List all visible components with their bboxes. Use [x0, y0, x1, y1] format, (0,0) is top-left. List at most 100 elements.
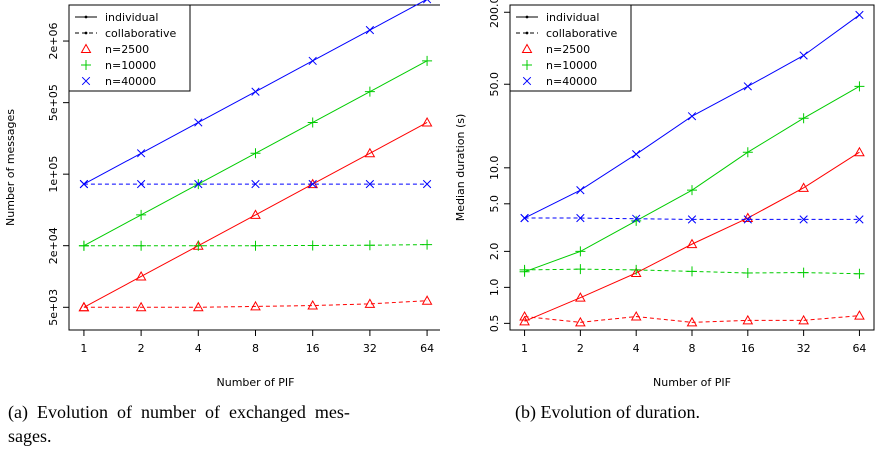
chart2-point-n40000-collaborative [687, 215, 697, 224]
chart2-point-n40000-individual [743, 82, 752, 91]
chart1-point-n10000-individual [307, 117, 318, 128]
chart1-legend-label: n=2500 [105, 43, 149, 56]
chart2-point-n40000-collaborative [576, 213, 585, 223]
chart1-legend-box [68, 4, 191, 92]
chart1-point-n2500-collaborative [135, 301, 147, 312]
chart1-y-tick-label: 5e+03 [47, 289, 60, 326]
chart1-point-n40000-individual [422, 0, 432, 4]
chart2-series-n2500-individual [524, 151, 860, 322]
chart2-x-tick-label: 32 [797, 342, 811, 355]
chart2-y-tick-label: 5.0 [488, 195, 501, 213]
chart1-point-n2500-collaborative [421, 295, 433, 305]
chart1-y-tick-label: 5e+05 [47, 84, 60, 121]
chart2-x-tick-label: 1 [521, 342, 528, 355]
chart1-y-tick-label: 2e+04 [47, 227, 60, 264]
chart2-legend: individual collaborative n=2500 n=10000 n=40… [509, 4, 632, 92]
chart1-legend-label: n=40000 [105, 75, 156, 88]
chart2-legend-box [509, 4, 632, 92]
chart1-point-n40000-collaborative [365, 179, 375, 189]
chart1-point-n40000-individual [365, 25, 375, 35]
chart2-legend-solid-dot [525, 15, 529, 19]
chart1-point-n40000-individual [194, 118, 203, 127]
chart2-point-n40000-individual [632, 150, 641, 159]
chart1-point-n40000-collaborative [251, 179, 260, 189]
chart1-y-tick-label: 1e+05 [47, 156, 60, 193]
chart1-point-n10000-collaborative [136, 240, 147, 251]
chart2-point-n10000-collaborative [687, 266, 697, 277]
chart-messages: 1 2 4 8 16 32 64 5e+03 2e+04 1e+05 5e+05 2e+06 Numbe… [4, 0, 440, 389]
chart1-legend-marker-n40000 [81, 76, 91, 86]
chart2-point-n10000-individual [798, 113, 809, 124]
chart2-point-n2500-individual [798, 182, 809, 192]
chart1-x-tick-label: 1 [80, 342, 87, 355]
chart1-point-n40000-collaborative [194, 179, 203, 189]
chart2-point-n2500-collaborative [575, 316, 586, 327]
chart2-y-tick-label: 1.0 [488, 279, 501, 297]
chart1-legend-marker-n10000 [81, 60, 91, 70]
chart2-point-n10000-individual [687, 185, 697, 196]
chart2-point-n40000-collaborative [799, 215, 808, 224]
chart2-y-axis-title: Median duration (s) [454, 114, 467, 222]
chart2-legend-label: n=10000 [546, 59, 597, 72]
chart1-point-n2500-individual [421, 116, 433, 127]
chart2-point-n10000-individual [742, 147, 753, 158]
chart2-series-n2500-collaborative [524, 315, 860, 323]
chart1-point-n2500-collaborative [307, 300, 319, 310]
chart1-point-n10000-collaborative [250, 240, 261, 251]
chart2-point-n2500-individual [854, 146, 865, 157]
chart2-point-n10000-individual [631, 215, 642, 226]
chart2-point-n40000-individual [799, 51, 808, 60]
chart2-point-n2500-individual [575, 292, 586, 302]
chart2-point-n40000-individual [687, 112, 697, 121]
chart1-x-tick-label: 32 [363, 342, 377, 355]
chart2-point-n2500-individual [686, 238, 698, 249]
chart1-point-n10000-collaborative [193, 240, 204, 251]
caption-a-line1: (a) Evolution of number of exchanged mes… [8, 402, 350, 422]
chart1-x-tick-label: 2 [138, 342, 145, 355]
chart2-point-n10000-individual [575, 246, 586, 257]
chart2-point-n10000-individual [854, 81, 865, 92]
chart1-point-n10000-individual [250, 148, 261, 159]
chart1-y-tick-label: 2e+06 [47, 23, 60, 60]
chart2-y-tick-label: 50.0 [488, 72, 501, 97]
chart1-series-n2500-individual [83, 122, 428, 308]
chart2-point-n10000-collaborative [631, 264, 642, 275]
chart2-x-tick-label: 16 [741, 342, 755, 355]
chart2-point-n2500-collaborative [742, 314, 754, 325]
chart2-legend-label: collaborative [546, 27, 617, 40]
chart1-x-tick-label: 64 [420, 342, 434, 355]
chart2-x-tick-label: 64 [852, 342, 866, 355]
chart2-legend-marker-n2500 [521, 43, 533, 53]
chart2-point-n40000-individual [576, 186, 585, 195]
chart2-point-n40000-collaborative [632, 214, 641, 223]
chart1-point-n2500-individual [364, 147, 376, 158]
chart2-point-n40000-collaborative [520, 213, 529, 223]
chart2-legend-marker-n10000 [522, 60, 532, 70]
chart1-point-n10000-individual [136, 209, 147, 220]
chart2-point-n40000-collaborative [743, 215, 752, 224]
chart1-point-n10000-individual [422, 55, 433, 66]
chart1-legend-label: n=10000 [105, 59, 156, 72]
chart2-point-n40000-collaborative [855, 215, 864, 224]
chart1-legend-label: collaborative [105, 27, 176, 40]
chart2-point-n10000-collaborative [854, 268, 865, 279]
chart2-point-n2500-collaborative [686, 316, 698, 327]
chart2-point-n10000-collaborative [575, 264, 586, 275]
chart1-x-axis-title: Number of PIF [217, 376, 295, 389]
chart2-x-axis-title: Number of PIF [653, 376, 731, 389]
chart1-point-n2500-collaborative [78, 301, 90, 312]
chart1-point-n2500-individual [250, 209, 261, 219]
chart1-point-n10000-individual [364, 86, 375, 97]
chart2-legend-marker-n40000 [522, 76, 532, 86]
chart2-x-tick-label: 2 [577, 342, 584, 355]
chart1-point-n40000-individual [251, 87, 260, 96]
chart1-point-n10000-collaborative [307, 240, 318, 251]
caption-b: (b) Evolution of duration. [515, 402, 700, 422]
chart1-point-n2500-collaborative [364, 298, 376, 308]
chart1-point-n2500-collaborative [250, 300, 261, 311]
caption-a-line2: sages. [8, 426, 52, 446]
chart2-x-tick-label: 4 [633, 342, 640, 355]
chart1-x-tick-label: 8 [252, 342, 259, 355]
chart1-point-n40000-collaborative [422, 179, 432, 189]
chart1-series-n2500-collaborative [83, 300, 428, 308]
